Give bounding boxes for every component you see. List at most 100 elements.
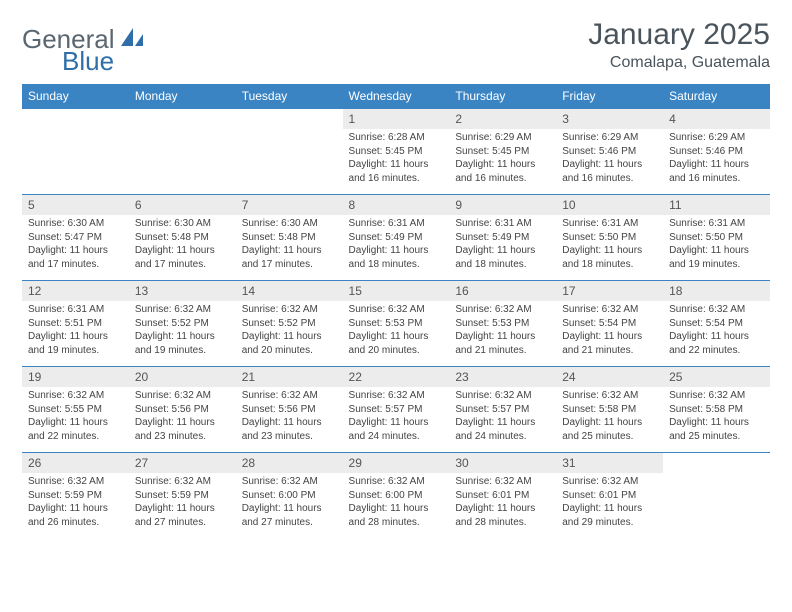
calendar-cell-empty [22, 109, 129, 195]
day-details: Sunrise: 6:31 AMSunset: 5:50 PMDaylight:… [663, 215, 770, 275]
day-details: Sunrise: 6:32 AMSunset: 6:01 PMDaylight:… [449, 473, 556, 533]
day-details: Sunrise: 6:30 AMSunset: 5:48 PMDaylight:… [236, 215, 343, 275]
calendar-cell: 29Sunrise: 6:32 AMSunset: 6:00 PMDayligh… [343, 453, 450, 539]
day-details: Sunrise: 6:29 AMSunset: 5:46 PMDaylight:… [663, 129, 770, 189]
day-number: 11 [663, 195, 770, 215]
calendar-cell: 25Sunrise: 6:32 AMSunset: 5:58 PMDayligh… [663, 367, 770, 453]
calendar-cell: 21Sunrise: 6:32 AMSunset: 5:56 PMDayligh… [236, 367, 343, 453]
calendar-cell-empty [236, 109, 343, 195]
calendar-row: 5Sunrise: 6:30 AMSunset: 5:47 PMDaylight… [22, 195, 770, 281]
calendar-body: 1Sunrise: 6:28 AMSunset: 5:45 PMDaylight… [22, 109, 770, 539]
weekday-header: Wednesday [343, 84, 450, 109]
calendar-table: SundayMondayTuesdayWednesdayThursdayFrid… [22, 84, 770, 539]
day-details: Sunrise: 6:32 AMSunset: 5:58 PMDaylight:… [556, 387, 663, 447]
calendar-cell: 8Sunrise: 6:31 AMSunset: 5:49 PMDaylight… [343, 195, 450, 281]
calendar-cell-empty [663, 453, 770, 539]
day-details: Sunrise: 6:31 AMSunset: 5:49 PMDaylight:… [343, 215, 450, 275]
calendar-cell: 2Sunrise: 6:29 AMSunset: 5:45 PMDaylight… [449, 109, 556, 195]
day-number: 30 [449, 453, 556, 473]
calendar-row: 1Sunrise: 6:28 AMSunset: 5:45 PMDaylight… [22, 109, 770, 195]
day-number: 19 [22, 367, 129, 387]
calendar-cell: 22Sunrise: 6:32 AMSunset: 5:57 PMDayligh… [343, 367, 450, 453]
day-number: 9 [449, 195, 556, 215]
logo-word-blue: Blue [62, 46, 114, 77]
calendar-cell: 24Sunrise: 6:32 AMSunset: 5:58 PMDayligh… [556, 367, 663, 453]
weekday-header: Monday [129, 84, 236, 109]
weekday-header: Sunday [22, 84, 129, 109]
calendar-cell: 6Sunrise: 6:30 AMSunset: 5:48 PMDaylight… [129, 195, 236, 281]
day-number: 28 [236, 453, 343, 473]
day-number: 27 [129, 453, 236, 473]
weekday-header: Tuesday [236, 84, 343, 109]
day-details: Sunrise: 6:32 AMSunset: 5:53 PMDaylight:… [449, 301, 556, 361]
calendar-cell: 10Sunrise: 6:31 AMSunset: 5:50 PMDayligh… [556, 195, 663, 281]
day-number: 14 [236, 281, 343, 301]
calendar-cell: 18Sunrise: 6:32 AMSunset: 5:54 PMDayligh… [663, 281, 770, 367]
calendar-cell: 11Sunrise: 6:31 AMSunset: 5:50 PMDayligh… [663, 195, 770, 281]
day-number: 12 [22, 281, 129, 301]
calendar-cell: 16Sunrise: 6:32 AMSunset: 5:53 PMDayligh… [449, 281, 556, 367]
day-number: 23 [449, 367, 556, 387]
calendar-cell: 19Sunrise: 6:32 AMSunset: 5:55 PMDayligh… [22, 367, 129, 453]
calendar-cell: 30Sunrise: 6:32 AMSunset: 6:01 PMDayligh… [449, 453, 556, 539]
day-details: Sunrise: 6:32 AMSunset: 5:52 PMDaylight:… [129, 301, 236, 361]
calendar-cell: 26Sunrise: 6:32 AMSunset: 5:59 PMDayligh… [22, 453, 129, 539]
day-details: Sunrise: 6:32 AMSunset: 6:00 PMDaylight:… [343, 473, 450, 533]
calendar-cell: 27Sunrise: 6:32 AMSunset: 5:59 PMDayligh… [129, 453, 236, 539]
day-details: Sunrise: 6:32 AMSunset: 5:54 PMDaylight:… [556, 301, 663, 361]
calendar-cell: 28Sunrise: 6:32 AMSunset: 6:00 PMDayligh… [236, 453, 343, 539]
calendar-cell: 1Sunrise: 6:28 AMSunset: 5:45 PMDaylight… [343, 109, 450, 195]
day-number: 22 [343, 367, 450, 387]
calendar-cell: 23Sunrise: 6:32 AMSunset: 5:57 PMDayligh… [449, 367, 556, 453]
day-details: Sunrise: 6:32 AMSunset: 6:01 PMDaylight:… [556, 473, 663, 533]
day-number: 13 [129, 281, 236, 301]
calendar-cell: 3Sunrise: 6:29 AMSunset: 5:46 PMDaylight… [556, 109, 663, 195]
calendar-cell: 4Sunrise: 6:29 AMSunset: 5:46 PMDaylight… [663, 109, 770, 195]
day-number: 31 [556, 453, 663, 473]
logo-sail-icon [119, 24, 145, 55]
calendar-cell: 20Sunrise: 6:32 AMSunset: 5:56 PMDayligh… [129, 367, 236, 453]
day-details: Sunrise: 6:31 AMSunset: 5:51 PMDaylight:… [22, 301, 129, 361]
day-details: Sunrise: 6:32 AMSunset: 5:57 PMDaylight:… [449, 387, 556, 447]
calendar-cell: 12Sunrise: 6:31 AMSunset: 5:51 PMDayligh… [22, 281, 129, 367]
day-number: 7 [236, 195, 343, 215]
calendar-cell: 31Sunrise: 6:32 AMSunset: 6:01 PMDayligh… [556, 453, 663, 539]
weekday-header-row: SundayMondayTuesdayWednesdayThursdayFrid… [22, 84, 770, 109]
day-details: Sunrise: 6:32 AMSunset: 5:54 PMDaylight:… [663, 301, 770, 361]
day-number: 8 [343, 195, 450, 215]
location: Comalapa, Guatemala [588, 54, 770, 72]
day-details: Sunrise: 6:30 AMSunset: 5:47 PMDaylight:… [22, 215, 129, 275]
day-details: Sunrise: 6:32 AMSunset: 5:55 PMDaylight:… [22, 387, 129, 447]
day-number: 2 [449, 109, 556, 129]
day-number: 29 [343, 453, 450, 473]
day-number: 5 [22, 195, 129, 215]
day-number: 20 [129, 367, 236, 387]
day-details: Sunrise: 6:32 AMSunset: 5:56 PMDaylight:… [236, 387, 343, 447]
weekday-header: Thursday [449, 84, 556, 109]
calendar-cell: 9Sunrise: 6:31 AMSunset: 5:49 PMDaylight… [449, 195, 556, 281]
day-number: 3 [556, 109, 663, 129]
calendar-cell: 17Sunrise: 6:32 AMSunset: 5:54 PMDayligh… [556, 281, 663, 367]
calendar-row: 26Sunrise: 6:32 AMSunset: 5:59 PMDayligh… [22, 453, 770, 539]
day-number: 17 [556, 281, 663, 301]
calendar-cell: 15Sunrise: 6:32 AMSunset: 5:53 PMDayligh… [343, 281, 450, 367]
day-details: Sunrise: 6:29 AMSunset: 5:46 PMDaylight:… [556, 129, 663, 189]
month-title: January 2025 [588, 18, 770, 52]
day-details: Sunrise: 6:32 AMSunset: 6:00 PMDaylight:… [236, 473, 343, 533]
day-number: 18 [663, 281, 770, 301]
day-number: 10 [556, 195, 663, 215]
weekday-header: Friday [556, 84, 663, 109]
day-details: Sunrise: 6:31 AMSunset: 5:49 PMDaylight:… [449, 215, 556, 275]
calendar-cell: 14Sunrise: 6:32 AMSunset: 5:52 PMDayligh… [236, 281, 343, 367]
calendar-cell: 5Sunrise: 6:30 AMSunset: 5:47 PMDaylight… [22, 195, 129, 281]
day-details: Sunrise: 6:31 AMSunset: 5:50 PMDaylight:… [556, 215, 663, 275]
day-number: 24 [556, 367, 663, 387]
calendar-row: 12Sunrise: 6:31 AMSunset: 5:51 PMDayligh… [22, 281, 770, 367]
day-number: 25 [663, 367, 770, 387]
calendar-row: 19Sunrise: 6:32 AMSunset: 5:55 PMDayligh… [22, 367, 770, 453]
day-details: Sunrise: 6:32 AMSunset: 5:52 PMDaylight:… [236, 301, 343, 361]
weekday-header: Saturday [663, 84, 770, 109]
day-number: 4 [663, 109, 770, 129]
day-number: 1 [343, 109, 450, 129]
day-details: Sunrise: 6:32 AMSunset: 5:59 PMDaylight:… [129, 473, 236, 533]
